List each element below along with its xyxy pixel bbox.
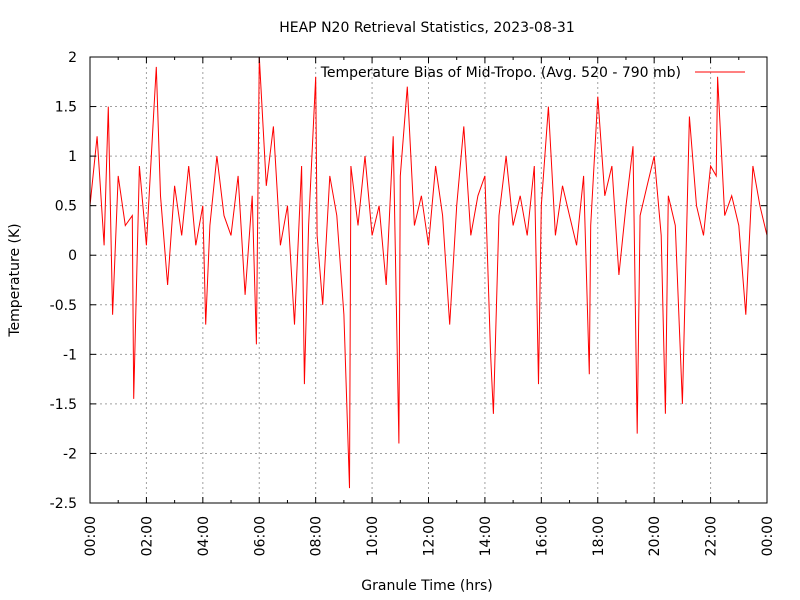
x-tick-label: 18:00 — [591, 516, 607, 556]
data-series — [89, 56, 768, 489]
x-tick-label: 02:00 — [139, 516, 155, 556]
y-tick-label: -1 — [63, 347, 77, 363]
chart-title: HEAP N20 Retrieval Statistics, 2023-08-3… — [279, 20, 575, 36]
x-tick-label: 00:00 — [760, 516, 776, 556]
grid-lines — [90, 57, 767, 503]
y-tick-label: -2.5 — [50, 496, 77, 512]
x-tick-label: 16:00 — [534, 516, 550, 556]
x-tick-label: 12:00 — [422, 516, 438, 556]
x-tick-label: 00:00 — [83, 516, 99, 556]
x-tick-label: 06:00 — [252, 516, 268, 556]
y-axis-label: Temperature (K) — [7, 223, 23, 337]
x-tick-label: 20:00 — [647, 516, 663, 556]
legend-label: Temperature Bias of Mid-Tropo. (Avg. 520… — [320, 65, 681, 81]
legend: Temperature Bias of Mid-Tropo. (Avg. 520… — [320, 65, 745, 81]
y-tick-label: 2 — [68, 50, 77, 66]
series-line-0 — [89, 56, 768, 489]
axis-ticks: 2 1.5 1 0.5 0 -0.5 -1 -1.5 -2 -2.5 00:00 02:00 04:00… — [50, 50, 776, 556]
y-tick-label: 0.5 — [55, 199, 77, 215]
y-tick-label: -0.5 — [50, 298, 77, 314]
y-tick-label: 1.5 — [55, 100, 77, 116]
y-tick-label: 0 — [68, 248, 77, 264]
x-tick-label: 08:00 — [309, 516, 325, 556]
x-tick-label: 04:00 — [196, 516, 212, 556]
y-tick-label: 1 — [68, 149, 77, 165]
x-tick-label: 14:00 — [478, 516, 494, 556]
x-tick-label: 10:00 — [365, 516, 381, 556]
y-tick-label: -1.5 — [50, 397, 77, 413]
y-tick-label: -2 — [63, 446, 77, 462]
x-tick-label: 22:00 — [704, 516, 720, 556]
x-axis-label: Granule Time (hrs) — [361, 578, 492, 594]
